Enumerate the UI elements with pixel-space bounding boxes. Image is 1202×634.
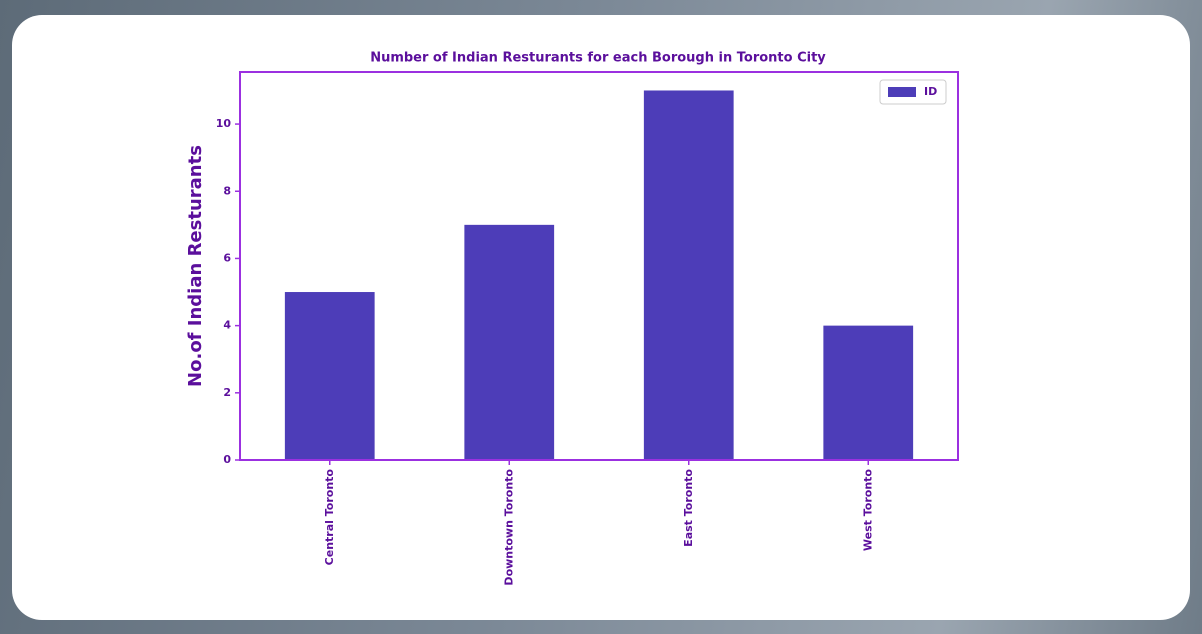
legend-swatch: [888, 87, 916, 97]
legend-label: ID: [924, 85, 937, 98]
y-tick-label: 0: [223, 453, 231, 466]
y-axis-label: No.of Indian Resturants: [185, 145, 206, 387]
bar: [464, 224, 555, 460]
chart-title: Number of Indian Resturants for each Bor…: [370, 51, 826, 66]
y-tick-label: 6: [223, 251, 231, 264]
bar: [284, 292, 375, 460]
card: [12, 15, 1190, 620]
x-tick-label: Downtown Toronto: [502, 469, 515, 586]
y-tick-label: 2: [223, 386, 231, 399]
plot-frame: [239, 71, 959, 461]
bar: [643, 90, 734, 460]
x-tick-label: West Toronto: [861, 469, 874, 552]
y-tick-label: 8: [223, 184, 231, 197]
x-tick-label: East Toronto: [682, 469, 695, 547]
bar: [823, 325, 914, 460]
y-tick-label: 4: [223, 319, 231, 332]
x-tick-label: Central Toronto: [323, 469, 336, 566]
y-tick-label: 10: [216, 117, 232, 130]
